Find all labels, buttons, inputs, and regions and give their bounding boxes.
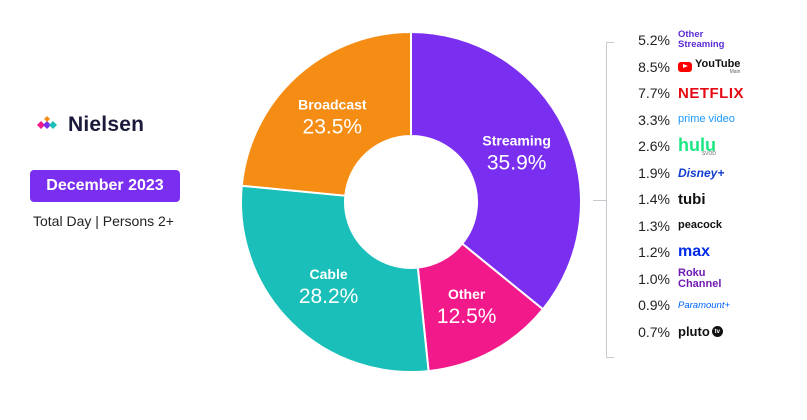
other-streaming-logo: Other Streaming — [678, 29, 725, 51]
period-badge: December 2023 — [30, 170, 180, 202]
bracket-top-tick — [606, 42, 614, 43]
legend-row-prime: 3.3% prime video — [618, 107, 798, 134]
legend-value: 1.2% — [638, 244, 670, 261]
slice-value-broadcast: 23.5% — [303, 115, 363, 138]
legend-row-other-streaming: 5.2% Other Streaming — [618, 27, 798, 54]
legend-value: 1.9% — [638, 164, 670, 181]
legend-row-tubi: 1.4% tubi — [618, 186, 798, 213]
streaming-breakdown-legend: 5.2% Other Streaming 8.5% YouTube Main 7.7… — [618, 27, 798, 345]
peacock-logo: peacock — [678, 219, 723, 232]
audience-subtitle: Total Day | Persons 2+ — [33, 213, 174, 229]
max-logo: max — [678, 243, 711, 261]
donut-slice-other — [416, 242, 545, 373]
slice-label-cable: Cable — [310, 266, 348, 282]
nielsen-logo-icon — [37, 116, 57, 129]
legend-row-pluto: 0.7% pluto tv — [618, 319, 798, 346]
pluto-tv-logo: pluto tv — [678, 325, 723, 338]
hulu-logo: hulu SVOD — [678, 134, 716, 157]
donut-slice-cable — [240, 184, 430, 373]
legend-value: 2.6% — [638, 138, 670, 155]
slice-value-streaming: 35.9% — [487, 152, 547, 175]
netflix-logo: NETFLIX — [678, 84, 744, 102]
bracket-connector — [593, 200, 606, 201]
legend-value: 1.3% — [638, 217, 670, 234]
legend-value: 7.7% — [638, 85, 670, 102]
pluto-tv-badge-icon: tv — [711, 326, 723, 338]
bracket-bottom-tick — [606, 357, 614, 358]
youtube-play-icon — [678, 61, 692, 72]
legend-row-paramount: 0.9% Paramount+ — [618, 292, 798, 319]
disney-plus-logo: Disney+ — [678, 165, 725, 180]
legend-row-netflix: 7.7% NETFLIX — [618, 80, 798, 107]
legend-row-peacock: 1.3% peacock — [618, 213, 798, 240]
legend-value: 1.0% — [638, 270, 670, 287]
youtube-logo: YouTube Main — [678, 58, 740, 75]
streaming-bracket — [606, 42, 607, 358]
slice-value-other: 12.5% — [437, 305, 497, 328]
legend-row-disney: 1.9% Disney+ — [618, 160, 798, 187]
legend-row-youtube: 8.5% YouTube Main — [618, 54, 798, 81]
paramount-plus-logo: Paramount+ — [678, 299, 731, 311]
slice-label-other: Other — [448, 286, 486, 302]
legend-value: 1.4% — [638, 191, 670, 208]
legend-value: 0.9% — [638, 297, 670, 314]
donut-slice-streaming — [410, 30, 582, 311]
slice-label-broadcast: Broadcast — [298, 96, 367, 112]
legend-value: 5.2% — [638, 32, 670, 49]
slice-label-streaming: Streaming — [482, 133, 550, 149]
prime-video-logo: prime video — [678, 113, 735, 126]
legend-value: 8.5% — [638, 58, 670, 75]
legend-row-roku: 1.0% Roku Channel — [618, 266, 798, 293]
donut-slice-broadcast — [240, 30, 412, 197]
tubi-logo: tubi — [678, 190, 706, 208]
legend-value: 0.7% — [638, 323, 670, 340]
legend-value: 3.3% — [638, 111, 670, 128]
brand-name: Nielsen — [68, 113, 145, 136]
legend-row-hulu: 2.6% hulu SVOD — [618, 133, 798, 160]
nielsen-brand: Nielsen — [34, 113, 144, 137]
slice-value-cable: 28.2% — [299, 285, 359, 308]
roku-channel-logo: Roku Channel — [678, 266, 722, 290]
legend-row-max: 1.2% max — [618, 239, 798, 266]
